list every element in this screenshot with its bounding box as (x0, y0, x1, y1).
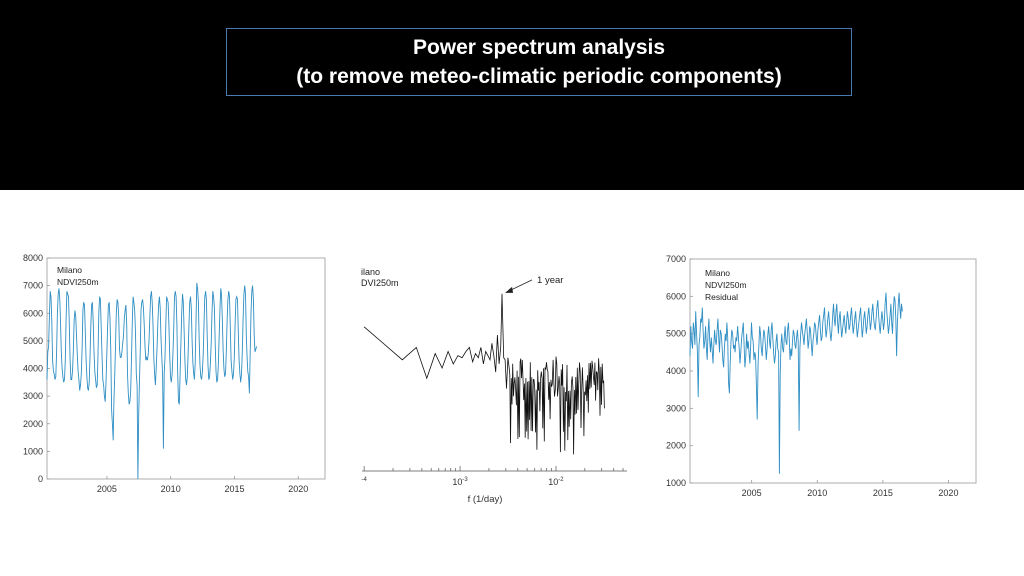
annotation-arrow-head (505, 286, 514, 293)
legend-line-2: NDVI250m (705, 280, 747, 290)
y-tick-label: 7000 (666, 254, 686, 264)
x-axis-ticks: 2005 2010 2015 2020 (97, 476, 308, 494)
y-tick-label: 0 (38, 474, 43, 484)
plot-frame (46, 257, 326, 480)
x-axis-ticks: 2005 2010 2015 2020 (742, 480, 958, 498)
residual-series-line (689, 292, 903, 474)
x-tick-label: 2020 (938, 488, 958, 498)
y-tick-label: 2000 (23, 419, 43, 429)
y-tick-label: 2000 (666, 441, 686, 451)
legend-line-3: Residual (705, 292, 738, 302)
y-tick-label: 6000 (23, 308, 43, 318)
y-tick-label: 4000 (666, 366, 686, 376)
x-tick-label: 2020 (288, 484, 308, 494)
x-tick-label: 2015 (224, 484, 244, 494)
y-tick-label: 3000 (666, 403, 686, 413)
y-tick-label: 5000 (23, 336, 43, 346)
legend-line-1: ilano (361, 267, 380, 277)
power-spectrum-chart: -4 10-3 10-2 ilano DVI250m 1 year f (1/day… (361, 267, 627, 505)
x-axis-ticks: -4 10-3 10-2 (361, 466, 624, 487)
y-tick-label: 6000 (666, 291, 686, 301)
y-tick-label: 4000 (23, 364, 43, 374)
x-tick-label: 10-2 (548, 477, 564, 487)
x-tick-label: 2005 (742, 488, 762, 498)
x-tick-label: 2010 (161, 484, 181, 494)
legend-line-2: NDVI250m (57, 277, 99, 287)
legend-line-1: Milano (57, 265, 82, 275)
x-tick-label: 2010 (807, 488, 827, 498)
y-tick-label: 3000 (23, 391, 43, 401)
y-tick-label: 5000 (666, 329, 686, 339)
y-tick-label: 7000 (23, 281, 43, 291)
x-tick-label: 2005 (97, 484, 117, 494)
x-tick-label: 10-3 (452, 477, 468, 487)
x-tick-label: 2015 (873, 488, 893, 498)
y-tick-label: 1000 (23, 446, 43, 456)
slide-title-line1: Power spectrum analysis (412, 36, 666, 59)
title-box: Power spectrum analysis (to remove meteo… (226, 28, 852, 96)
annotation-label: 1 year (537, 275, 563, 286)
x-axis-label: f (1/day) (468, 494, 503, 505)
x-tick-label: -4 (361, 477, 367, 483)
slide-title-line2: (to remove meteo-climatic periodic compo… (296, 65, 782, 88)
legend-line-2: DVI250m (361, 278, 399, 288)
y-axis-ticks: 1000 2000 3000 4000 5000 6000 7000 (666, 254, 693, 488)
legend-line-1: Milano (705, 268, 730, 278)
y-tick-label: 8000 (23, 253, 43, 263)
ndvi-series-line (46, 282, 258, 480)
y-axis-ticks: 0 1000 2000 3000 4000 5000 6000 7000 8000 (23, 253, 50, 484)
residual-time-series-chart: 1000 2000 3000 4000 5000 6000 7000 2005 2010 201… (666, 254, 977, 498)
y-tick-label: 1000 (666, 478, 686, 488)
spectrum-series-line (363, 293, 605, 455)
